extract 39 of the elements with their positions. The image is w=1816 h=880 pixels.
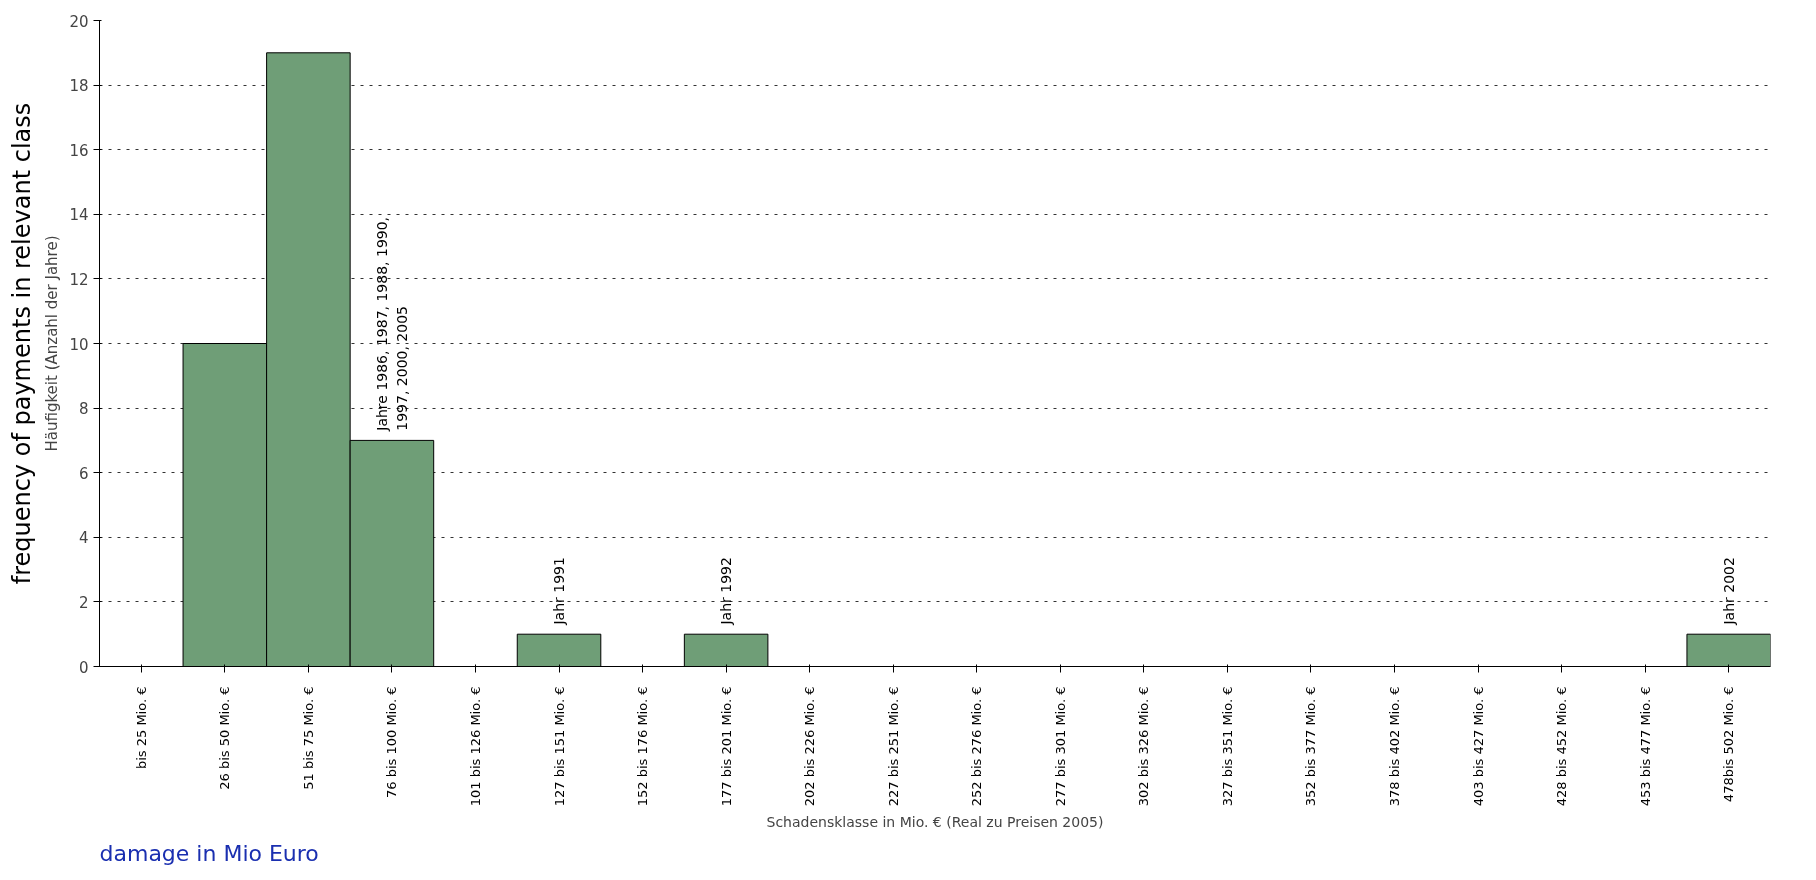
annotation: Jahr 2002 [1720,557,1737,626]
x-tick-label: 152 bis 176 Mio. € [635,686,651,807]
text: damage in Mio Euro [99,840,319,866]
annotation: Jahre 1986, 1987, 1988, 1990, 1997, 2000, 2005 [374,216,410,432]
y-tick-label: 16 [69,141,89,160]
y-tick-label: 10 [69,335,89,354]
x-tick-label: 378 bis 402 Mio. € [1387,686,1403,807]
x-tick-label: 327 bis 351 Mio. € [1219,686,1235,807]
x-tick-label: 127 bis 151 Mio. € [551,686,567,807]
x-tick-label: 76 bis 100 Mio. € [384,686,400,798]
y-tick-label: 4 [78,529,89,548]
y-tick-label: 12 [69,270,89,289]
y-tick-label: 2 [78,593,89,612]
x-tick-label: 101 bis 126 Mio. € [467,686,483,807]
x-tick-label: 302 bis 326 Mio. € [1136,686,1152,807]
x-tick-label: 26 bis 50 Mio. € [217,686,233,790]
x-tick-label: bis 25 Mio. € [133,686,149,770]
y-tick-label: 6 [78,464,89,483]
x-tick-label: 428 bis 452 Mio. € [1554,686,1570,807]
x-tick-label: 227 bis 251 Mio. € [885,686,901,807]
y-axis-title: Häufigkeit (Anzahl der Jahre) [43,235,62,452]
x-tick-label: 453 bis 477 Mio. € [1637,686,1653,807]
y-tick-label: 8 [78,400,89,419]
x-tick-label: 51 bis 75 Mio. € [300,686,316,790]
annotation: Jahr 1991 [551,557,568,626]
y-tick-label: 14 [69,206,89,225]
x-tick-label: 252 bis 276 Mio. € [969,686,985,807]
y-tick-label: 18 [69,77,89,96]
text: frequency of payments in relevant class [7,102,36,585]
x-tick-label: 202 bis 226 Mio. € [802,686,818,807]
annotation: Jahr 1992 [718,557,735,626]
x-axis-title: Schadensklasse in Mio. € (Real zu Preisen 2005) [766,814,1104,831]
x-tick-label: 352 bis 377 Mio. € [1303,686,1319,807]
x-tick-label: 277 bis 301 Mio. € [1052,686,1068,807]
x-tick-label: 177 bis 201 Mio. € [718,686,734,807]
y-tick-label: 20 [69,12,89,31]
y-tick-label: 0 [78,658,89,677]
x-tick-label: 403 bis 427 Mio. € [1470,686,1486,807]
x-tick-label: 478bis 502 Mio. € [1721,686,1737,803]
